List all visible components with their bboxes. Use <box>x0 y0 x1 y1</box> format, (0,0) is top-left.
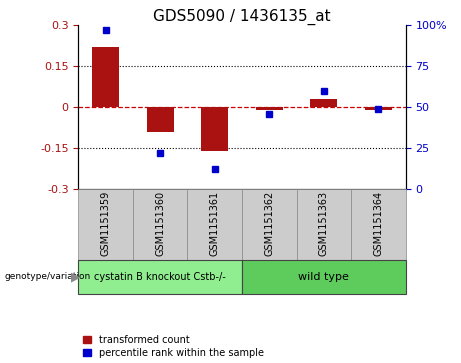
Bar <box>78 189 133 260</box>
Bar <box>242 189 296 260</box>
Bar <box>256 107 283 110</box>
Text: GSM1151363: GSM1151363 <box>319 191 329 256</box>
Bar <box>296 189 351 260</box>
Title: GDS5090 / 1436135_at: GDS5090 / 1436135_at <box>153 9 331 25</box>
Bar <box>188 189 242 260</box>
Text: cystatin B knockout Cstb-/-: cystatin B knockout Cstb-/- <box>95 272 226 282</box>
Bar <box>147 107 174 131</box>
Bar <box>242 260 406 294</box>
Bar <box>78 260 242 294</box>
Legend: transformed count, percentile rank within the sample: transformed count, percentile rank withi… <box>83 335 264 358</box>
Bar <box>133 189 188 260</box>
Bar <box>351 189 406 260</box>
Text: genotype/variation: genotype/variation <box>5 272 91 281</box>
Text: GSM1151361: GSM1151361 <box>210 191 220 256</box>
Text: GSM1151359: GSM1151359 <box>100 191 111 256</box>
Bar <box>310 99 337 107</box>
Text: GSM1151364: GSM1151364 <box>373 191 384 256</box>
Text: GSM1151362: GSM1151362 <box>264 191 274 256</box>
Bar <box>201 107 228 151</box>
Text: ▶: ▶ <box>71 270 81 283</box>
Bar <box>365 107 392 110</box>
Bar <box>92 47 119 107</box>
Text: GSM1151360: GSM1151360 <box>155 191 165 256</box>
Text: wild type: wild type <box>298 272 349 282</box>
